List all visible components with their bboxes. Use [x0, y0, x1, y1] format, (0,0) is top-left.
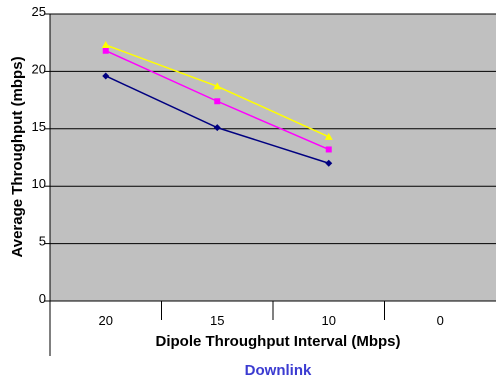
y-tick-label: 20: [32, 61, 46, 76]
y-tick-label: 0: [39, 291, 46, 306]
axes: [45, 13, 496, 356]
x-tick-label: 20: [99, 313, 113, 328]
chart-caption: Downlink: [245, 362, 312, 377]
series-2-point: [214, 98, 221, 105]
x-tick-labels: 20 15 10 0: [99, 313, 444, 328]
y-tick-label: 10: [32, 176, 46, 191]
gridlines: [50, 13, 496, 245]
series-3-point: [101, 40, 110, 48]
series-2-point: [325, 146, 332, 153]
series-2-point: [102, 47, 109, 54]
x-tick-label: 15: [210, 313, 224, 328]
series-1-point: [213, 124, 221, 132]
y-tick-label: 5: [39, 234, 46, 249]
y-axis-title: Average Throughput (mbps): [9, 56, 26, 257]
x-axis-title: Dipole Throughput Interval (Mbps): [156, 333, 401, 350]
series-3-point: [324, 132, 333, 140]
y-tick-labels: 0 5 10 15 20 25: [32, 4, 46, 306]
x-tick-label: 0: [437, 313, 444, 328]
series-group: [101, 40, 333, 167]
plot-area: [50, 14, 496, 301]
y-tick-label: 15: [32, 119, 46, 134]
x-tick-label: 10: [322, 313, 336, 328]
y-tick-label: 25: [32, 4, 46, 19]
series-1-point: [102, 72, 110, 80]
series-3-point: [213, 82, 222, 90]
series-1-point: [325, 159, 333, 167]
